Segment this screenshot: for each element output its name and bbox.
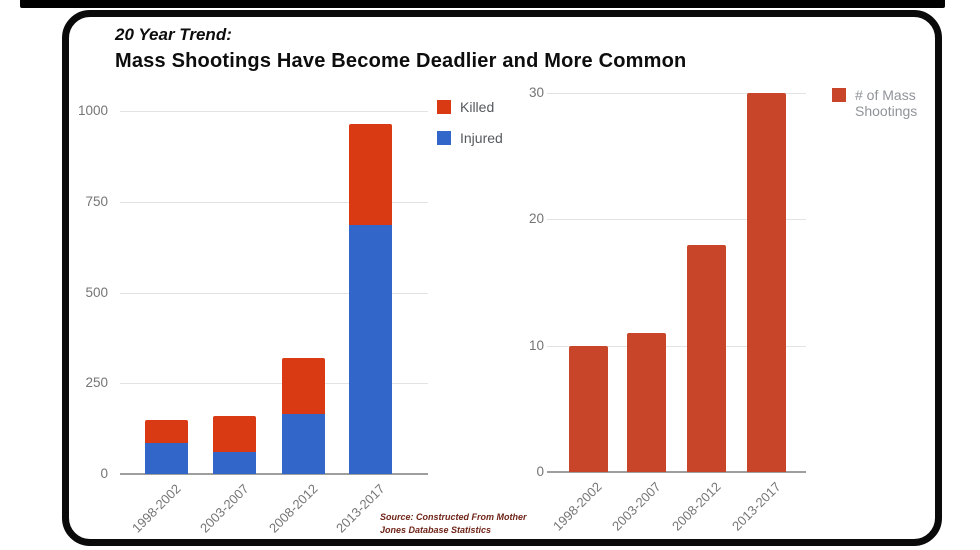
bar-segment-injured xyxy=(282,414,325,474)
gridline xyxy=(547,345,806,347)
chart-title: 20 Year Trend: Mass Shootings Have Becom… xyxy=(115,22,686,75)
y-tick-label: 500 xyxy=(85,284,108,300)
gridline xyxy=(547,93,806,94)
bar-segment-injured xyxy=(349,225,392,474)
legend-item: # of Mass Shootings xyxy=(832,87,939,119)
source-line1: Source: Constructed From Mother xyxy=(380,512,527,522)
bar-segment-killed xyxy=(145,419,188,444)
gridline xyxy=(120,111,428,112)
gridline xyxy=(120,201,428,203)
gridline xyxy=(120,383,428,385)
legend-swatch xyxy=(832,88,846,102)
gridline xyxy=(120,292,428,294)
bar-segment--of-mass-shootings xyxy=(687,244,726,472)
legend-label: # of Mass Shootings xyxy=(855,87,918,119)
y-tick-label: 750 xyxy=(85,193,108,209)
legend-swatch xyxy=(437,131,451,145)
gridline xyxy=(547,219,806,221)
bar-segment-injured xyxy=(145,443,188,474)
source-line2: Jones Database Statistics xyxy=(380,525,492,535)
x-axis-line xyxy=(547,471,806,473)
bar-segment--of-mass-shootings xyxy=(627,333,666,472)
top-border-strip xyxy=(20,0,945,8)
legend-item: Injured xyxy=(437,130,530,146)
y-tick-label: 250 xyxy=(85,375,108,391)
title-kicker: 20 Year Trend: xyxy=(115,25,232,44)
y-tick-label: 0 xyxy=(100,466,108,481)
y-tick-label: 10 xyxy=(528,337,544,353)
legend-swatch xyxy=(437,100,451,114)
bar-segment-killed xyxy=(213,415,256,453)
y-tick-label: 0 xyxy=(536,464,544,479)
title-main: Mass Shootings Have Become Deadlier and … xyxy=(115,50,687,72)
bar-segment--of-mass-shootings xyxy=(568,345,608,472)
bar-segment-injured xyxy=(213,452,256,474)
rounded-frame xyxy=(62,10,942,546)
y-tick-label: 20 xyxy=(528,211,544,227)
legend-label: Injured xyxy=(460,130,503,146)
legend-item: Killed xyxy=(437,99,530,115)
source-note: Source: Constructed From Mother Jones Da… xyxy=(380,511,560,537)
y-tick-label: 30 xyxy=(528,85,544,100)
x-axis-line xyxy=(120,473,428,475)
bar-segment--of-mass-shootings xyxy=(747,93,786,472)
bar-segment-killed xyxy=(282,357,325,415)
bar-segment-killed xyxy=(349,123,392,226)
y-tick-label: 1000 xyxy=(77,103,108,118)
legend-label: Killed xyxy=(460,99,495,115)
